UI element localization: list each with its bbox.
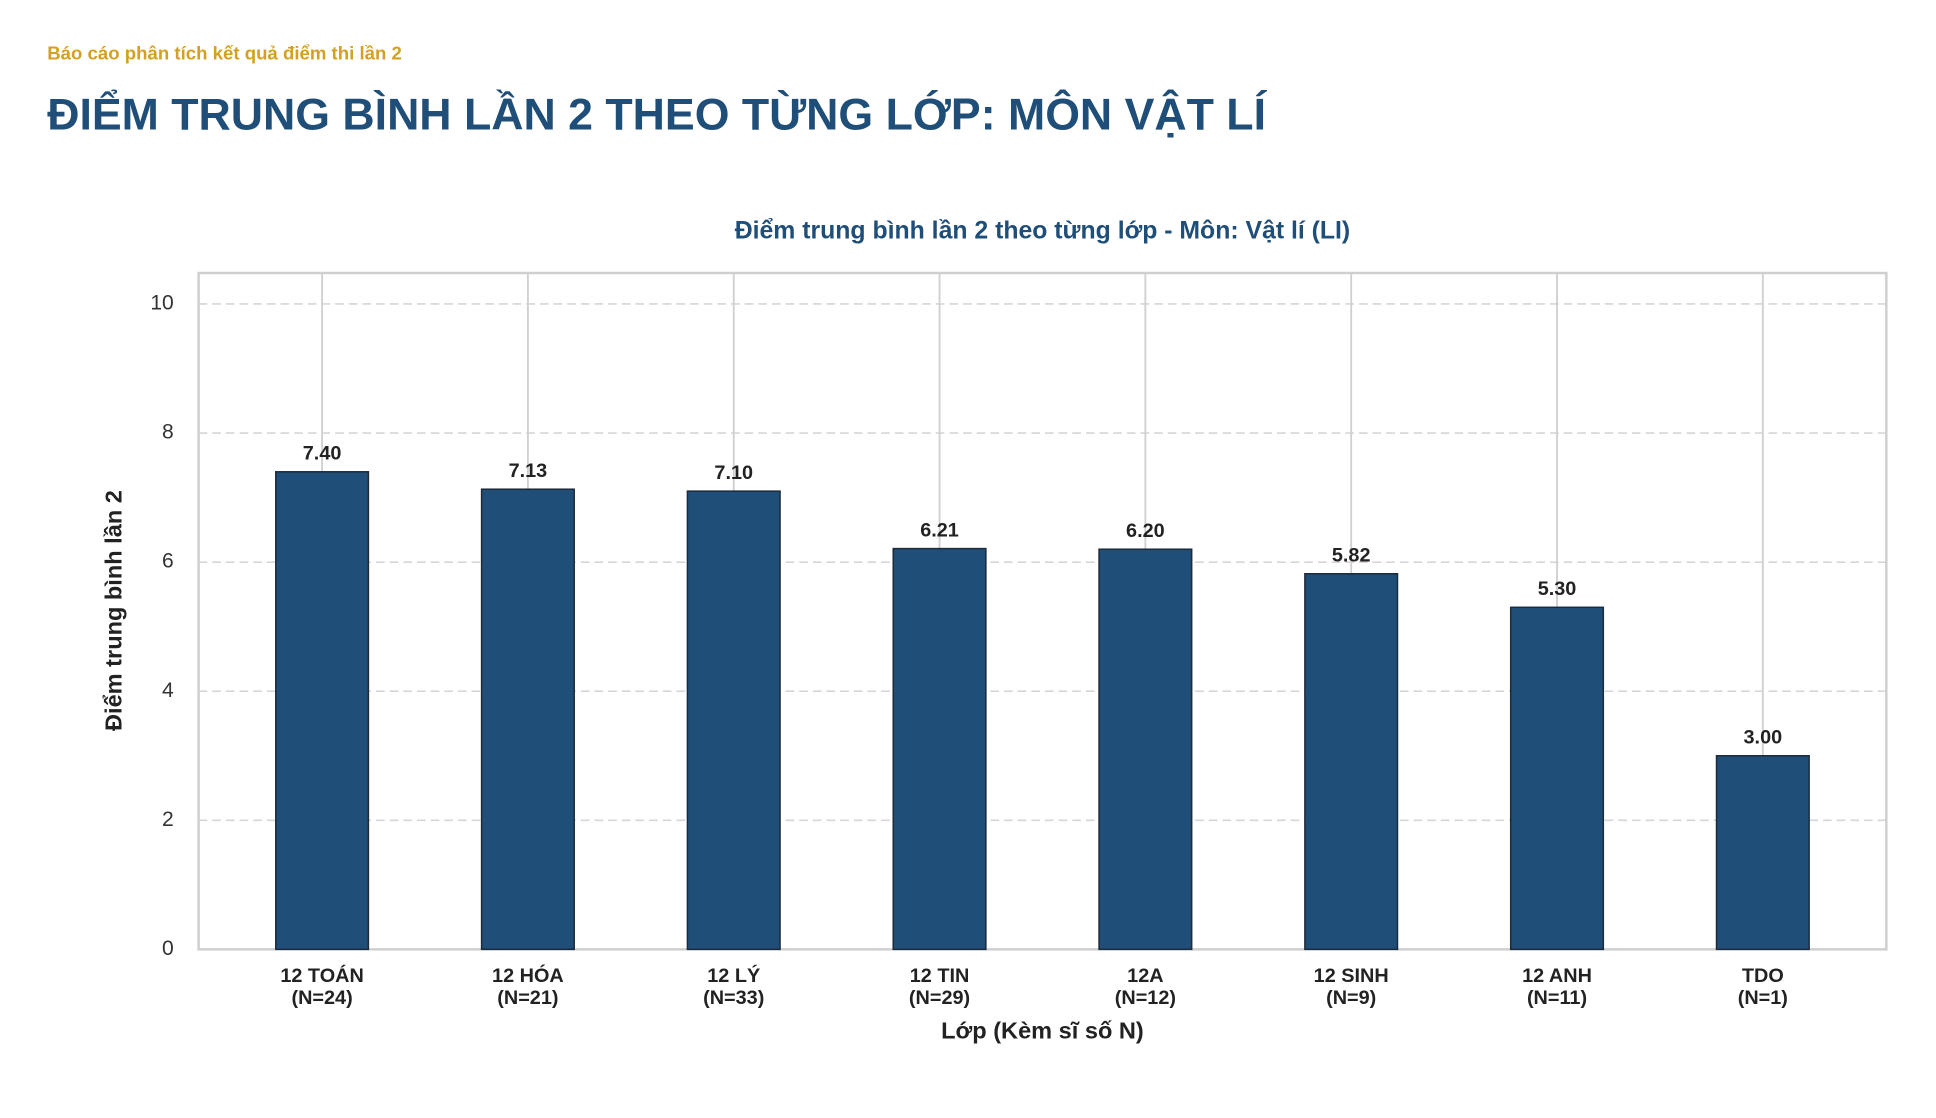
x-tick-label: 12 LÝ xyxy=(707,963,760,987)
bar xyxy=(1098,548,1193,951)
value-label: 3.00 xyxy=(1744,727,1783,749)
x-tick-sublabel: (N=33) xyxy=(703,987,764,1009)
y-tick-label: 6 xyxy=(162,550,174,573)
y-tick-label: 2 xyxy=(162,808,174,831)
x-tick-label: 12 SINH xyxy=(1314,965,1389,987)
x-tick-label: 12 TOÁN xyxy=(280,964,363,987)
x-tick-sublabel: (N=11) xyxy=(1527,987,1587,1009)
value-label: 6.21 xyxy=(920,519,959,541)
x-tick-label: 12 HÓA xyxy=(492,963,564,987)
y-axis-label: Điểm trung bình lần 2 xyxy=(101,490,127,731)
chart-title: Điểm trung bình lần 2 theo từng lớp - Mô… xyxy=(735,218,1351,245)
value-label: 6.20 xyxy=(1126,520,1165,542)
x-tick-label: 12 TIN xyxy=(910,965,970,987)
bar xyxy=(1509,606,1605,951)
page-subtitle: Báo cáo phân tích kết quả điểm thi lần 2 xyxy=(47,43,402,64)
value-label: 7.13 xyxy=(509,460,548,482)
bar xyxy=(1715,754,1810,951)
x-tick-sublabel: (N=9) xyxy=(1326,987,1376,1009)
x-tick-sublabel: (N=21) xyxy=(497,987,558,1009)
x-tick-sublabel: (N=12) xyxy=(1115,987,1176,1009)
page-title: ĐIỂM TRUNG BÌNH LẦN 2 THEO TỪNG LỚP: MÔN… xyxy=(47,89,1267,140)
bar xyxy=(892,547,987,951)
value-label: 7.40 xyxy=(303,443,342,465)
x-tick-label: 12 ANH xyxy=(1522,965,1592,987)
bar xyxy=(1304,573,1399,951)
bar xyxy=(275,471,370,951)
x-tick-sublabel: (N=29) xyxy=(909,987,970,1009)
y-tick-label: 8 xyxy=(162,421,174,444)
x-tick-label: 12A xyxy=(1127,965,1163,987)
x-tick-label: TDO xyxy=(1742,965,1784,987)
x-tick-sublabel: (N=1) xyxy=(1738,987,1788,1009)
plot-frame xyxy=(197,271,1888,951)
value-label: 5.30 xyxy=(1538,578,1577,600)
value-label: 7.10 xyxy=(714,462,753,484)
x-tick-sublabel: (N=24) xyxy=(291,987,352,1009)
value-label: 5.82 xyxy=(1332,545,1371,567)
bar xyxy=(480,488,575,951)
y-tick-label: 4 xyxy=(162,679,174,702)
bar xyxy=(686,490,781,951)
y-tick-label: 10 xyxy=(150,292,173,315)
y-tick-label: 0 xyxy=(162,937,174,960)
x-axis-label: Lớp (Kèm sĩ số N) xyxy=(941,1018,1144,1044)
